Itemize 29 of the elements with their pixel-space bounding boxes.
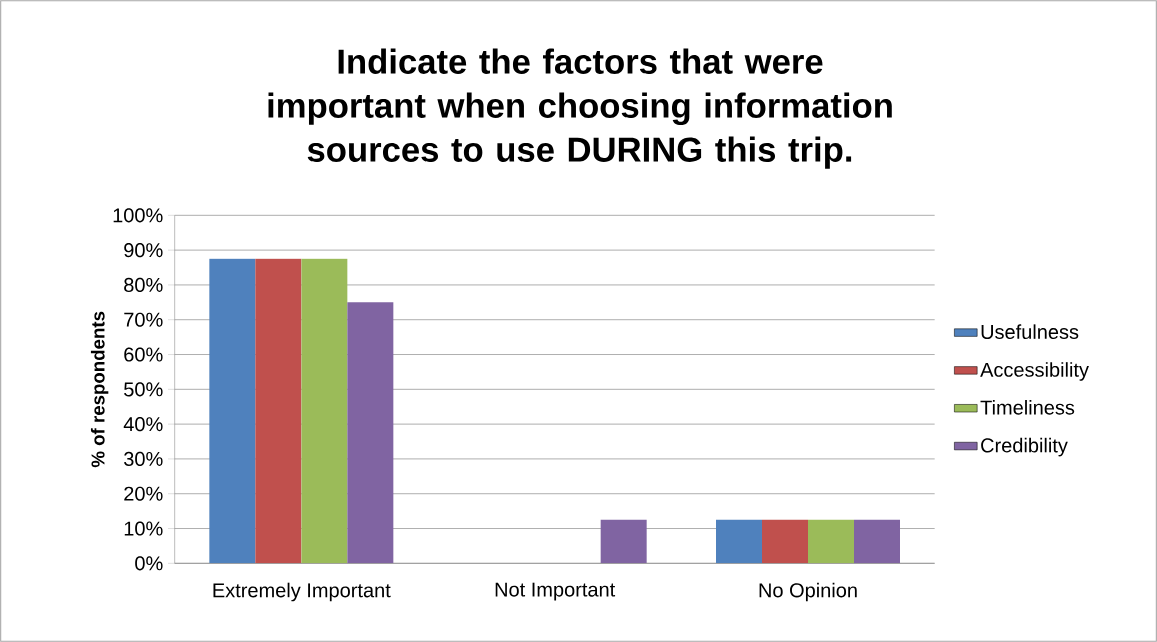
y-tick-label: 60% [124, 347, 163, 362]
legend-label: Accessibility [980, 362, 1089, 381]
legend-label: Usefulness [981, 324, 1079, 340]
bar [762, 519, 808, 564]
y-tick-label: 80% [124, 277, 163, 292]
bar [854, 519, 900, 564]
y-tick-label: 0% [135, 556, 163, 571]
y-tick-label: 30% [124, 451, 163, 466]
bar [255, 258, 302, 564]
chart-title: Indicate the factors that were important when choosing information sources to use DURING this trip. [268, 48, 892, 169]
y-tick-label: 50% [124, 382, 163, 397]
legend-label: Timeliness [980, 399, 1075, 415]
y-tick-label: 40% [123, 417, 163, 432]
x-tick-label: Extremely Important [213, 582, 391, 602]
bar [600, 519, 647, 564]
bar [301, 258, 348, 564]
y-tick-label: 100% [113, 208, 163, 223]
y-tick-label: 90% [124, 243, 163, 258]
x-tick-label: Not Important [495, 582, 616, 601]
y-tick-label: 70% [124, 312, 163, 327]
y-tick-label: 10% [124, 521, 163, 536]
bar [716, 519, 762, 564]
bar [808, 519, 854, 564]
bar [209, 258, 256, 564]
y-axis-title: % of respondents [90, 311, 109, 468]
legend-label: Credibility [981, 437, 1068, 457]
x-tick-label: No Opinion [759, 582, 857, 602]
y-tick-label: 20% [124, 486, 163, 501]
bar [347, 302, 394, 564]
